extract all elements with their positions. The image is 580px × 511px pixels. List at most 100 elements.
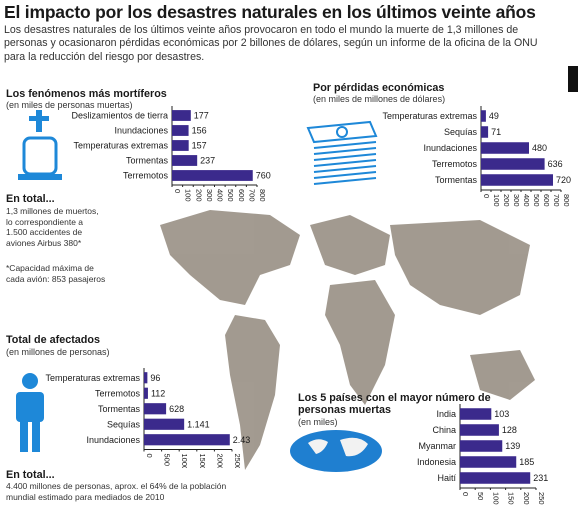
map-land: [160, 210, 535, 470]
x-tick-label: 0: [145, 454, 154, 458]
category-label: Inundaciones: [86, 435, 140, 445]
x-tick-label: 2000: [215, 454, 224, 469]
category-label: India: [436, 409, 456, 419]
bar: [144, 418, 185, 430]
bar: [144, 372, 148, 384]
bar: [481, 174, 553, 186]
bar: [172, 155, 198, 166]
x-tick-label: 100: [492, 194, 501, 207]
x-tick-label: 100: [491, 492, 500, 505]
tombstone-icon: [18, 110, 62, 180]
bar: [144, 434, 230, 446]
value-label: 139: [505, 441, 520, 451]
deadliest-chart: Deslizamientos de tierra 177 Inundaciones 1…: [71, 106, 271, 202]
category-label: Tormentas: [98, 404, 141, 414]
x-tick-label: 0: [461, 492, 470, 496]
affected-chart: Temperaturas extremas 96 Terremotos 112 Torm…: [45, 368, 250, 469]
x-tick-label: 0: [482, 194, 491, 198]
bar: [172, 170, 253, 181]
bar: [460, 456, 517, 468]
value-label: 185: [519, 457, 534, 467]
x-tick-label: 500: [163, 454, 172, 467]
value-label: 177: [194, 111, 209, 121]
x-tick-label: 200: [194, 189, 203, 202]
x-tick-label: 700: [552, 194, 561, 207]
x-tick-label: 600: [237, 189, 246, 202]
affected-title: Total de afectados: [6, 334, 100, 346]
affected-subtitle: (en millones de personas): [6, 347, 110, 357]
countries-subtitle: (en miles): [298, 417, 338, 427]
category-label: Haití: [437, 473, 456, 483]
x-tick-label: 50: [476, 492, 485, 500]
x-tick-label: 200: [502, 194, 511, 207]
category-label: Temperaturas extremas: [45, 373, 140, 383]
deadliest-subtitle: (en miles de personas muertas): [6, 100, 133, 110]
category-label: Terremotos: [123, 171, 169, 181]
bar: [481, 158, 545, 170]
cross-icon: [29, 110, 49, 132]
x-tick-label: 500: [532, 194, 541, 207]
value-label: 720: [556, 175, 571, 185]
value-label: 636: [548, 159, 563, 169]
value-label: 760: [256, 171, 271, 181]
x-tick-label: 800: [258, 189, 267, 202]
value-label: 49: [489, 111, 499, 121]
category-label: Terremotos: [432, 159, 478, 169]
x-tick-label: 1500: [198, 454, 207, 469]
category-label: Indonesia: [417, 457, 456, 467]
x-tick-label: 600: [542, 194, 551, 207]
x-tick-label: 400: [216, 189, 225, 202]
x-tick-label: 300: [512, 194, 521, 207]
economic-subtitle: (en miles de millones de dólares): [313, 94, 446, 104]
x-tick-label: 300: [205, 189, 214, 202]
globe-icon: [290, 430, 382, 472]
value-label: 103: [494, 409, 509, 419]
value-label: 156: [192, 126, 207, 136]
bar: [481, 142, 529, 154]
category-label: Sequías: [107, 419, 141, 429]
affected-total-heading: En total...: [6, 469, 55, 481]
bar: [481, 126, 489, 138]
deadliest-title: Los fenómenos más mortíferos: [6, 88, 167, 100]
value-label: 237: [200, 156, 215, 166]
x-tick-label: 100: [184, 189, 193, 202]
category-label: Inundaciones: [114, 126, 168, 136]
x-tick-label: 400: [522, 194, 531, 207]
affected-total-text: 4.400 millones de personas, aprox. el 64…: [6, 481, 227, 502]
page-title: El impacto por los desastres naturales e…: [4, 2, 536, 22]
bar: [144, 387, 148, 399]
value-label: 112: [151, 388, 165, 398]
category-label: Terremotos: [95, 388, 141, 398]
x-tick-label: 150: [507, 492, 516, 505]
world-map-illustration: [160, 210, 535, 470]
x-tick-label: 700: [247, 189, 256, 202]
countries-chart: India 103 China 128 Myanmar 139 Indonesia 185 Ha…: [417, 404, 548, 505]
bar: [481, 110, 486, 122]
economic-chart: Temperaturas extremas 49 Sequías 71 Inundaci…: [382, 106, 571, 207]
x-tick-label: 2500: [233, 454, 242, 469]
value-label: 71: [491, 127, 501, 137]
category-label: Inundaciones: [423, 143, 477, 153]
capacity-note: *Capacidad máxima de cada avión: 853 pas…: [6, 263, 106, 284]
category-label: Sequías: [444, 127, 478, 137]
value-label: 96: [150, 373, 160, 383]
bar: [460, 424, 499, 436]
deaths-total-text: 1,3 millones de muertos, lo correspondie…: [6, 206, 99, 248]
x-tick-label: 250: [537, 492, 546, 505]
economic-title: Por pérdidas económicas: [313, 82, 445, 94]
x-tick-label: 200: [522, 492, 531, 505]
category-label: China: [432, 425, 456, 435]
deaths-total-heading: En total...: [6, 193, 55, 205]
countries-title: Los 5 países con el mayor número de pers…: [298, 392, 491, 416]
category-label: Myanmar: [418, 441, 456, 451]
bar: [460, 472, 531, 484]
bar: [460, 440, 503, 452]
x-tick-label: 500: [226, 189, 235, 202]
value-label: 128: [502, 425, 517, 435]
brand-logo-icon: [568, 66, 578, 92]
intro-text: Los desastres naturales de los últimos v…: [4, 24, 538, 63]
money-stack-icon: [306, 120, 378, 185]
bar: [460, 408, 492, 420]
category-label: Tormentas: [435, 175, 478, 185]
person-icon: [16, 373, 44, 452]
